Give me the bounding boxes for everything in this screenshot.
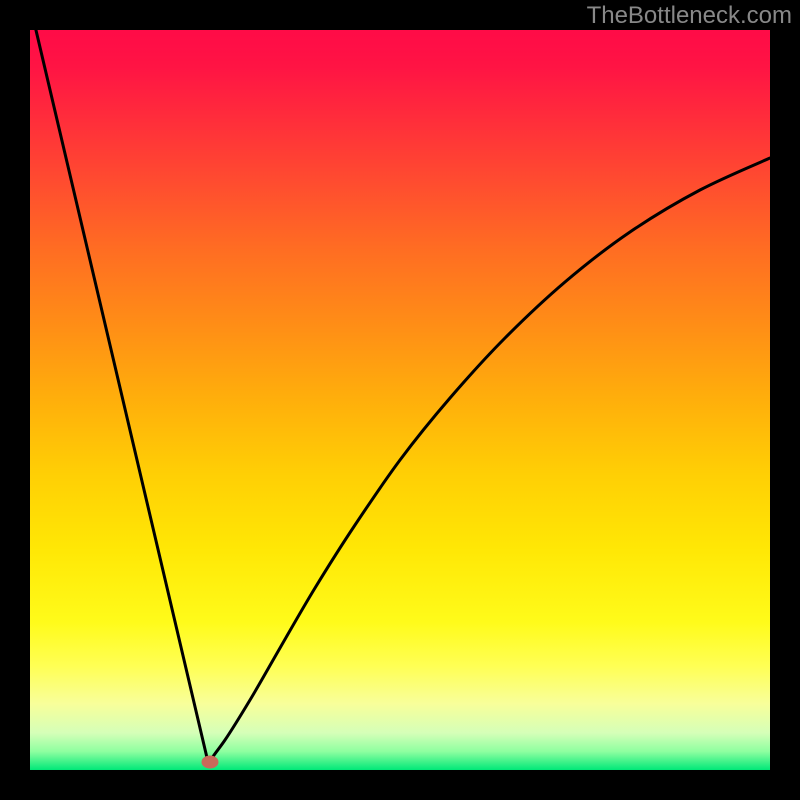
watermark-text: TheBottleneck.com: [587, 2, 792, 30]
optimal-point-marker: [202, 756, 218, 768]
plot-area: [30, 30, 770, 770]
chart-container: TheBottleneck.com: [0, 0, 800, 800]
bottleneck-chart: [0, 0, 800, 800]
